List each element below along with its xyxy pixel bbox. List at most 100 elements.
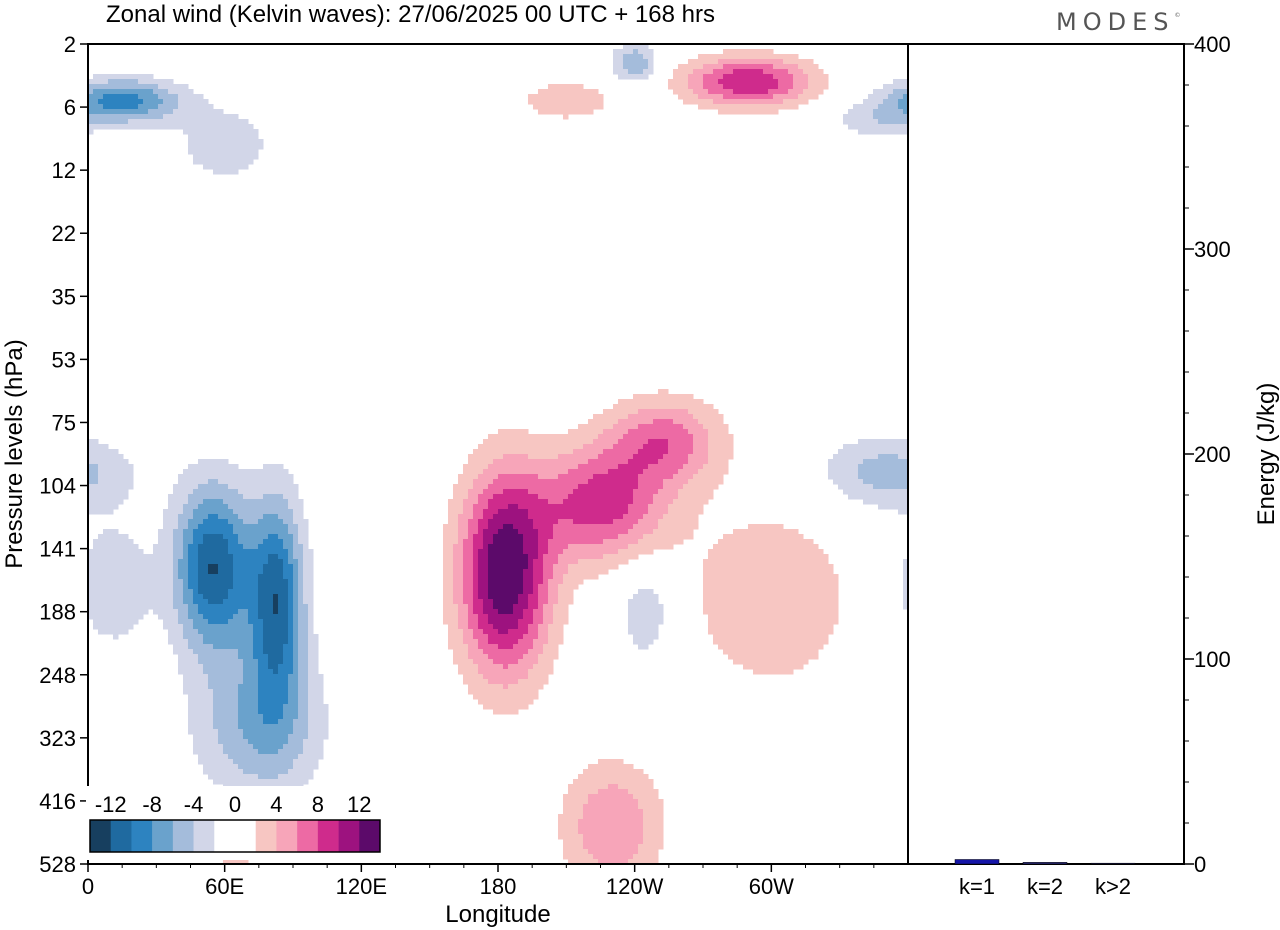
heatmap-cell — [773, 64, 779, 70]
heatmap-cell — [683, 504, 689, 510]
heatmap-cell — [548, 584, 554, 590]
heatmap-cell — [653, 469, 659, 475]
heatmap-cell — [113, 504, 119, 510]
heatmap-cell — [643, 399, 649, 405]
heatmap-cell — [868, 469, 874, 475]
heatmap-cell — [748, 74, 754, 80]
heatmap-cell — [633, 469, 639, 475]
heatmap-cell — [518, 439, 524, 445]
heatmap-cell — [833, 609, 839, 615]
heatmap-cell — [713, 624, 719, 630]
heatmap-cell — [773, 59, 779, 65]
heatmap-cell — [513, 534, 519, 540]
heatmap-cell — [163, 614, 169, 620]
heatmap-cell — [538, 589, 544, 595]
heatmap-cell — [598, 494, 604, 500]
heatmap-cell — [548, 509, 554, 515]
heatmap-cell — [608, 439, 614, 445]
heatmap-cell — [863, 449, 869, 455]
heatmap-cell — [213, 164, 219, 170]
heatmap-cell — [503, 444, 509, 450]
heatmap-cell — [253, 499, 259, 505]
heatmap-cell — [93, 124, 99, 130]
heatmap-cell — [883, 99, 889, 105]
heatmap-cell — [523, 464, 529, 470]
heatmap-cell — [558, 449, 564, 455]
heatmap-cell — [193, 104, 199, 110]
heatmap-cell — [903, 479, 908, 485]
heatmap-cell — [508, 624, 514, 630]
heatmap-cell — [768, 59, 774, 65]
heatmap-cell — [848, 124, 854, 130]
heatmap-cell — [793, 629, 799, 635]
heatmap-cell — [678, 509, 684, 515]
heatmap-cell — [213, 494, 219, 500]
heatmap-cell — [128, 74, 134, 80]
heatmap-cell — [203, 484, 209, 490]
heatmap-cell — [538, 599, 544, 605]
heatmap-cell — [208, 574, 214, 580]
heatmap-cell — [653, 429, 659, 435]
heatmap-cell — [168, 609, 174, 615]
heatmap-cell — [653, 449, 659, 455]
heatmap-cell — [663, 544, 669, 550]
heatmap-cell — [793, 74, 799, 80]
heatmap-cell — [898, 114, 904, 120]
heatmap-cell — [873, 489, 879, 495]
heatmap-cell — [748, 104, 754, 110]
heatmap-cell — [598, 569, 604, 575]
heatmap-cell — [803, 604, 809, 610]
heatmap-cell — [538, 529, 544, 535]
heatmap-cell — [713, 54, 719, 60]
heatmap-cell — [238, 514, 244, 520]
heatmap-cell — [248, 524, 254, 530]
heatmap-cell — [553, 479, 559, 485]
heatmap-cell — [678, 524, 684, 530]
heatmap-cell — [468, 474, 474, 480]
heatmap-cell — [203, 589, 209, 595]
heatmap-cell — [238, 529, 244, 535]
heatmap-cell — [473, 544, 479, 550]
heatmap-cell — [128, 554, 134, 560]
heatmap-cell — [458, 499, 464, 505]
heatmap-cell — [163, 609, 169, 615]
heatmap-cell — [238, 604, 244, 610]
heatmap-cell — [483, 569, 489, 575]
heatmap-cell — [808, 574, 814, 580]
heatmap-cell — [573, 494, 579, 500]
heatmap-cell — [508, 599, 514, 605]
heatmap-cell — [498, 429, 504, 435]
heatmap-cell — [868, 464, 874, 470]
heatmap-cell — [463, 619, 469, 625]
heatmap-cell — [603, 519, 609, 525]
heatmap-cell — [558, 494, 564, 500]
heatmap-cell — [118, 609, 124, 615]
heatmap-cell — [573, 484, 579, 490]
heatmap-cell — [138, 594, 144, 600]
heatmap-cell — [898, 449, 904, 455]
heatmap-cell — [533, 484, 539, 490]
heatmap-cell — [493, 619, 499, 625]
heatmap-cell — [238, 629, 244, 635]
heatmap-cell — [463, 539, 469, 545]
heatmap-cell — [798, 584, 804, 590]
heatmap-cell — [643, 619, 649, 625]
heatmap-cell — [638, 54, 644, 60]
heatmap-cell — [218, 569, 224, 575]
heatmap-cell — [798, 589, 804, 595]
heatmap-cell — [783, 64, 789, 70]
heatmap-cell — [298, 539, 304, 545]
heatmap-cell — [773, 549, 779, 555]
heatmap-cell — [788, 79, 794, 85]
heatmap-cell — [593, 549, 599, 555]
heatmap-cell — [683, 434, 689, 440]
heatmap-cell — [753, 619, 759, 625]
heatmap-cell — [738, 94, 744, 100]
heatmap-cell — [113, 499, 119, 505]
heatmap-cell — [213, 554, 219, 560]
heatmap-cell — [238, 594, 244, 600]
heatmap-cell — [758, 99, 764, 105]
heatmap-cell — [618, 469, 624, 475]
heatmap-cell — [788, 64, 794, 70]
heatmap-cell — [783, 59, 789, 65]
